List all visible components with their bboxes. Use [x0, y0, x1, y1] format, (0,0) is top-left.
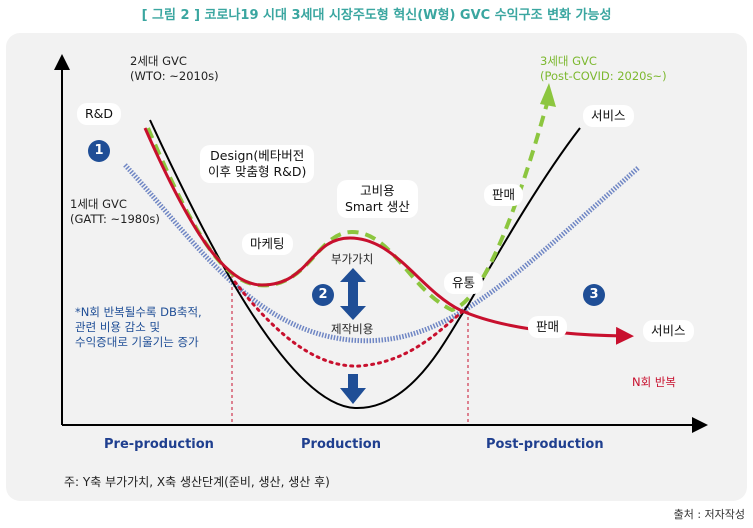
gvc1-label: 1세대 GVC (GATT: ~1980s) — [70, 197, 160, 226]
cost-down-arrow — [340, 374, 366, 404]
gvc3-arrowhead — [540, 83, 556, 107]
figure-title: [ 그림 2 ] 코로나19 시대 3세대 시장주도형 혁신(W형) GVC 수… — [141, 8, 612, 23]
production-cost-label: 제작비용 — [331, 322, 374, 336]
distribution-label: 유통 — [444, 272, 484, 294]
design-label: Design(베타버전 이후 맞춤형 R&D) — [200, 145, 315, 183]
step-3-badge: 3 — [583, 284, 605, 306]
service-top-label: 서비스 — [583, 105, 634, 127]
marketing-label: 마케팅 — [242, 233, 293, 255]
phase-production: Production — [301, 437, 381, 452]
rnd-label: R&D — [77, 103, 122, 125]
red-repeat-curve — [143, 127, 634, 345]
gvc2-curve — [149, 119, 581, 410]
n-repeat-label: N회 반복 — [632, 375, 676, 389]
dotted-red-curve — [233, 280, 464, 368]
phase-pre-production: Pre-production — [104, 437, 214, 452]
db-note: *N회 반복될수록 DB축적, 관련 비용 감소 및 수익증대로 기울기는 증가 — [75, 305, 202, 349]
smart-production-label: 고비용 Smart 생산 — [337, 180, 418, 218]
service-right-label: 서비스 — [643, 320, 694, 342]
step-2-badge: 2 — [312, 284, 334, 306]
source-note: 출처 : 저자작성 — [673, 508, 745, 521]
value-added-label: 부가가치 — [331, 252, 374, 266]
value-double-arrow — [340, 268, 366, 320]
gvc2-label: 2세대 GVC (WTO: ~2010s) — [130, 54, 219, 83]
sales-top-label: 판매 — [484, 184, 524, 206]
step-1-badge: 1 — [88, 140, 110, 162]
axis-footnote: 주: Y축 부가가치, X축 생산단계(준비, 생산, 생산 후) — [64, 475, 330, 489]
sales-right-label: 판매 — [528, 316, 568, 338]
phase-post-production: Post-production — [486, 437, 604, 452]
gvc3-label: 3세대 GVC (Post-COVID: 2020s~) — [540, 54, 667, 83]
